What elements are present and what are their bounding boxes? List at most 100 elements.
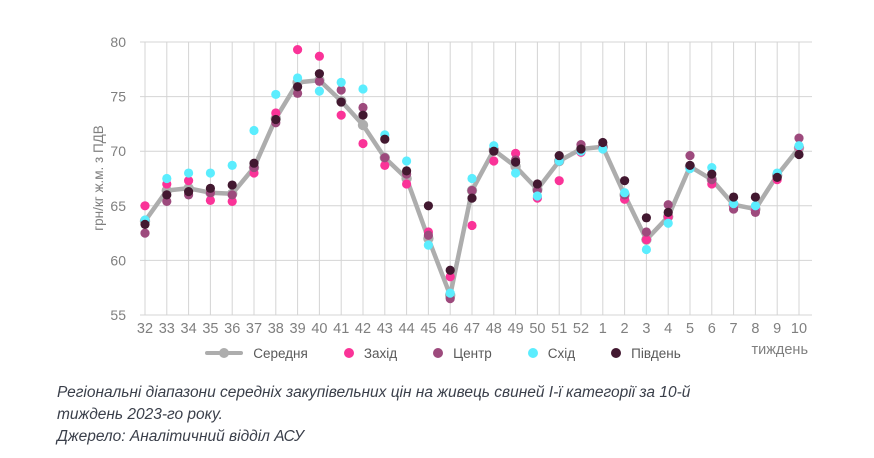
x-tick-label: 46: [442, 321, 458, 337]
data-point: [641, 244, 652, 255]
data-point: [314, 86, 324, 96]
data-point: [598, 144, 608, 154]
x-tick-label: 44: [399, 321, 415, 337]
data-point: [641, 235, 652, 245]
data-point: [685, 160, 695, 170]
data-point: [380, 160, 390, 170]
data-point: [162, 173, 172, 184]
x-tick-label: 47: [464, 321, 480, 337]
data-point: [423, 201, 433, 211]
data-point: [510, 148, 521, 158]
data-point: [227, 160, 237, 170]
east-dot-swatch: [527, 348, 538, 358]
data-point: [663, 200, 673, 210]
data-point: [314, 76, 324, 86]
x-tick-label: 49: [508, 321, 524, 337]
x-tick-label: 51: [551, 321, 567, 337]
data-point: [598, 137, 608, 148]
data-point: [423, 240, 433, 250]
chart-caption: Регіональні діапазони середніх закупівел…: [57, 382, 757, 448]
data-point: [293, 88, 303, 98]
data-point: [532, 191, 543, 201]
data-point: [467, 173, 477, 184]
data-point: [510, 168, 521, 178]
x-tick-label: 40: [311, 321, 327, 337]
data-point: [707, 162, 717, 173]
x-tick-label: 34: [181, 321, 197, 337]
data-point: [336, 110, 346, 120]
x-tick-label: 35: [202, 321, 218, 337]
data-point: [445, 265, 455, 275]
legend-item-center: Центр: [433, 346, 492, 361]
legend-label-average: Середня: [253, 345, 308, 361]
y-tick-label: 80: [110, 34, 126, 50]
x-tick-label: 38: [268, 321, 284, 337]
x-tick-label: 8: [751, 321, 759, 337]
x-tick-label: 37: [246, 321, 262, 337]
data-point: [402, 156, 412, 166]
data-point: [336, 77, 346, 88]
x-tick-label: 48: [486, 321, 502, 337]
y-tick-label: 55: [110, 307, 126, 323]
data-point: [162, 196, 172, 207]
legend-label-center: Центр: [453, 345, 492, 361]
data-point: [772, 172, 782, 183]
average-marker: [357, 119, 369, 131]
x-tick-label: 42: [355, 321, 371, 337]
data-point: [663, 207, 673, 217]
x-tick-label: 41: [333, 321, 349, 337]
data-point: [249, 125, 259, 136]
x-tick-label: 2: [621, 321, 629, 337]
legend-label-east: Схід: [547, 345, 576, 361]
legend-label-west: Захід: [363, 345, 398, 361]
y-tick-label: 65: [110, 198, 126, 214]
x-tick-label: 3: [642, 321, 650, 337]
x-tick-label: 6: [708, 321, 716, 337]
data-point: [293, 73, 303, 83]
data-point: [336, 97, 346, 107]
data-point: [532, 179, 543, 189]
caption-text: Регіональні діапазони середніх закупівел…: [57, 384, 691, 423]
data-point: [794, 141, 804, 151]
x-tick-label: 33: [159, 321, 175, 337]
price-chart: 55 60 65 70 75 80 32 33 34 35 36 37 38 39 40 41 42 43 44 45…: [91, 34, 812, 337]
data-point: [293, 82, 303, 92]
data-point: [205, 183, 215, 193]
average-marker-swatch: [219, 348, 230, 358]
data-point: [293, 45, 303, 55]
y-tick-label: 70: [110, 143, 126, 159]
data-point: [271, 89, 281, 100]
data-point: [467, 193, 477, 203]
x-tick-label: 4: [664, 321, 672, 337]
data-point: [358, 102, 368, 113]
x-tick-label: 36: [224, 321, 240, 337]
data-point: [205, 168, 215, 178]
x-tick-label: 50: [529, 321, 545, 337]
x-tick-label: 10: [791, 321, 807, 337]
data-point: [489, 146, 499, 156]
data-point: [271, 108, 281, 118]
data-point: [729, 199, 739, 209]
x-tick-label: 52: [573, 321, 589, 337]
south-dot-swatch: [611, 348, 622, 358]
data-point: [140, 219, 150, 229]
data-point: [380, 153, 390, 163]
data-point: [554, 150, 564, 161]
x-axis-title: тиждень: [751, 342, 808, 358]
data-point: [794, 133, 804, 143]
data-point: [467, 185, 477, 196]
data-point: [554, 176, 564, 186]
data-point: [423, 230, 433, 240]
x-tick-label: 1: [599, 321, 607, 337]
y-axis-title: грн/кг ж.м. з ПДВ: [91, 125, 106, 231]
data-point: [184, 168, 194, 178]
x-tick-label: 43: [377, 321, 393, 337]
data-point: [794, 149, 804, 160]
data-point: [358, 84, 368, 94]
data-point: [641, 213, 652, 223]
data-point: [271, 114, 281, 125]
legend-item-east: Схід: [527, 345, 576, 361]
data-point: [314, 69, 324, 79]
data-point: [402, 166, 412, 176]
